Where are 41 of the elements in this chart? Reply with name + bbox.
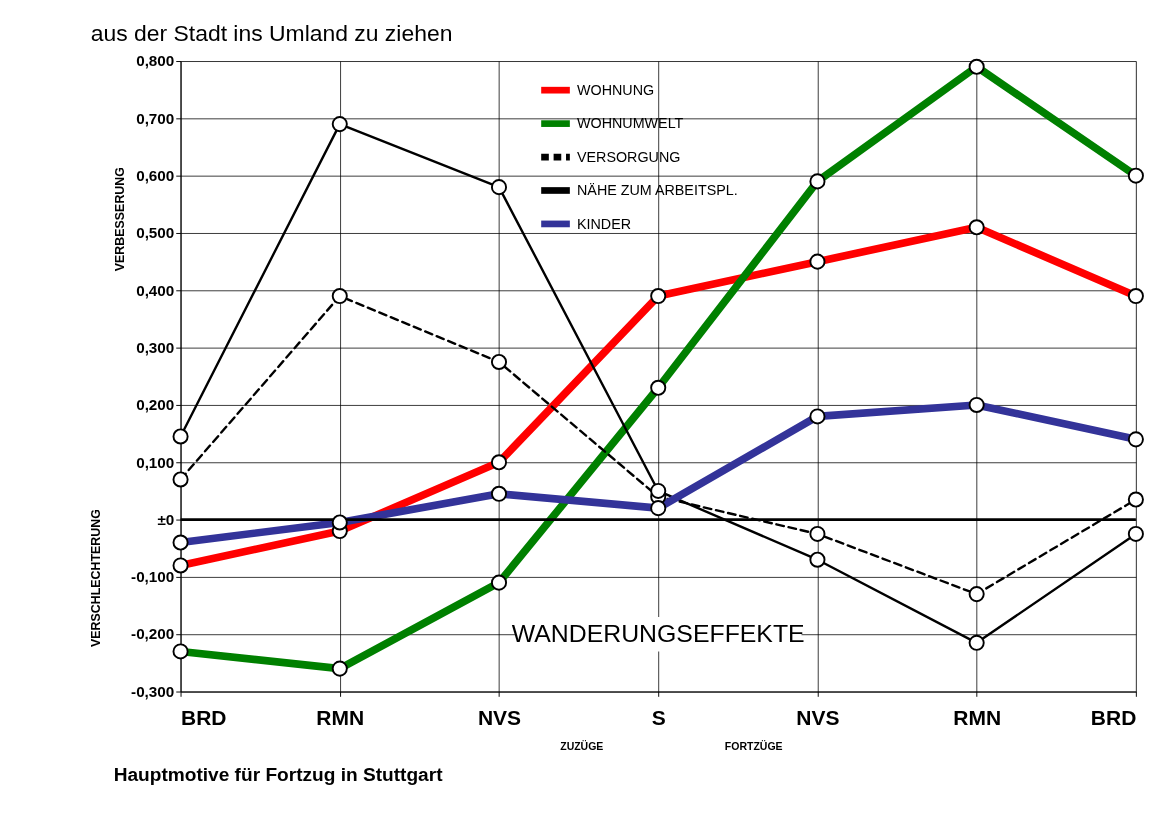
y-tick-label: -0,100: [131, 568, 175, 586]
point: [968, 586, 985, 603]
point: [172, 428, 189, 445]
y-tick-label: 0,200: [136, 396, 175, 414]
y-tick-label: 0,700: [136, 109, 175, 127]
y-tick-label: ±0: [157, 510, 175, 528]
point: [490, 353, 508, 370]
point: [650, 482, 667, 499]
text: Hauptmotive für Fortzug in Stuttgart: [113, 764, 444, 786]
x-tick-label: S: [651, 705, 666, 729]
x-tick-label: NVS: [796, 705, 840, 729]
x-tick-label: BRD: [181, 705, 227, 729]
text: ZUZÜGE: [560, 739, 604, 752]
point: [490, 179, 508, 196]
y-tick-label: 0,100: [136, 453, 175, 471]
y-tick-label: -0,200: [131, 625, 175, 643]
x-tick-label: BRD: [1090, 705, 1137, 729]
y-axis-title: VERBESSERUNG: [113, 167, 128, 272]
text: FORTZÜGE: [724, 739, 783, 752]
point: [1127, 525, 1144, 542]
point: [172, 471, 189, 488]
annotation: WANDERUNGSEFFEKTE: [511, 619, 805, 647]
legend-label: WOHNUNG: [577, 81, 655, 98]
x-tick-label: NVS: [477, 705, 522, 729]
x-tick-label: RMN: [316, 705, 365, 729]
legend-label: KINDER: [577, 215, 632, 232]
text: VERSCHLECHTERUNG: [89, 509, 104, 647]
y-tick-label: 0,500: [136, 224, 175, 242]
point: [331, 116, 348, 133]
x-tick-label: RMN: [953, 705, 1002, 729]
point: [331, 288, 348, 305]
y-tick-label: 0,300: [136, 338, 175, 356]
y-tick-label: 0,800: [136, 52, 175, 70]
point: [809, 551, 826, 568]
point: [968, 634, 985, 651]
chart-title: aus der Stadt ins Umland zu ziehen: [90, 19, 453, 46]
y-tick-label: 0,600: [136, 166, 175, 184]
y-tick-label: -0,300: [131, 682, 175, 700]
y-tick-label: 0,400: [136, 281, 175, 299]
point: [809, 525, 826, 542]
point: [1127, 491, 1144, 508]
